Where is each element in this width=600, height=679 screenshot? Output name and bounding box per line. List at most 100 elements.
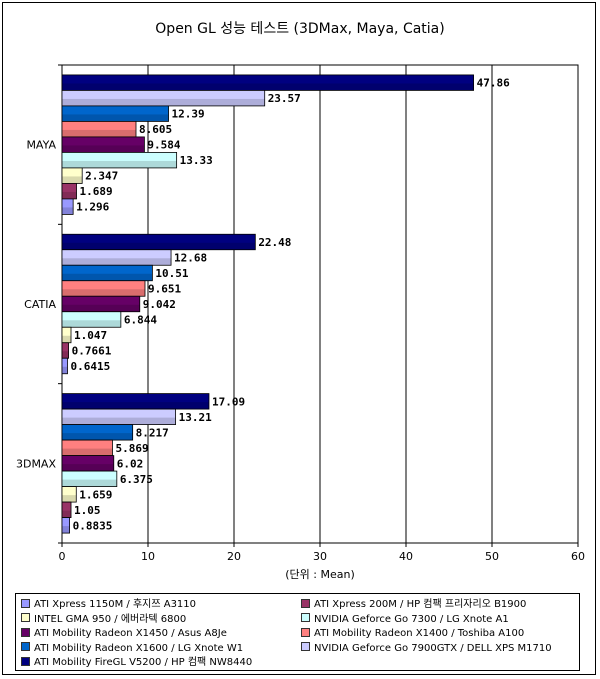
legend-swatch	[301, 598, 310, 608]
bar-shade	[62, 160, 177, 168]
bar-chart: 0 10 20 30 40 50 60 (단위 : Mean) MAYA 47.86 23.57 12…	[16, 64, 585, 581]
legend-item: INTEL GMA 950 / 에버라텍 6800	[21, 613, 186, 627]
bar	[61, 470, 118, 487]
chart-title: Open GL 성능 테스트 (3DMax, Maya, Catia)	[155, 21, 445, 37]
bar-shade	[62, 176, 83, 184]
x-tick-label: 40	[399, 550, 413, 563]
bar-shade	[62, 273, 153, 281]
bar-shade	[62, 479, 117, 487]
legend-swatch	[21, 627, 30, 637]
bar-shade	[62, 207, 74, 215]
x-tick-label: 50	[485, 550, 499, 563]
bar-shade	[62, 98, 265, 106]
category-label: CATIA	[24, 298, 56, 311]
data-label: 6.375	[120, 473, 153, 486]
data-label: 13.33	[180, 154, 213, 167]
bar-shade	[62, 495, 77, 503]
bar	[61, 357, 68, 375]
legend-label: NVIDIA Geforce Go 7300 / LG Xnote A1	[314, 613, 509, 625]
data-label: 12.39	[172, 108, 205, 121]
bar	[61, 74, 474, 91]
bar-shade	[62, 304, 140, 312]
legend-item: ATI Mobility Radeon X1450 / Asus A8Je	[21, 627, 227, 641]
legend-swatch	[21, 656, 30, 666]
data-label: 0.6415	[71, 360, 111, 373]
bar	[61, 311, 122, 328]
data-label: 5.869	[115, 442, 148, 455]
bar-shade	[62, 129, 137, 137]
data-label: 9.651	[148, 283, 181, 296]
data-label: 47.86	[477, 77, 510, 90]
bar-shade	[62, 464, 114, 472]
x-tick-label: 10	[141, 550, 155, 563]
bar-shade	[62, 258, 172, 266]
bar-shade	[62, 526, 70, 534]
data-label: 1.659	[79, 488, 112, 501]
data-label: 9.584	[147, 139, 180, 152]
data-label: 1.05	[74, 504, 101, 517]
legend-item: ATI Xpress 1150M / 후지쯔 A3110	[21, 598, 196, 612]
data-label: 17.09	[212, 395, 245, 408]
x-tick-label: 60	[571, 550, 585, 563]
x-tick-label: 20	[227, 550, 241, 563]
category-label: MAYA	[26, 139, 56, 152]
legend-label: INTEL GMA 950 / 에버라텍 6800	[34, 613, 187, 625]
data-label: 0.7661	[72, 345, 112, 358]
bar-shade	[62, 114, 169, 122]
legend-label: ATI Mobility Radeon X1400 / Toshiba A100	[314, 628, 525, 639]
legend-item: NVIDIA Geforce Go 7300 / LG Xnote A1	[301, 613, 509, 627]
legend-item: ATI Xpress 200M / HP 컴팩 프리자리오 B1900	[301, 598, 526, 612]
data-label: 0.8835	[73, 519, 113, 532]
data-label: 13.21	[179, 411, 212, 424]
data-label: 9.042	[143, 298, 176, 311]
bar-shade	[62, 448, 113, 456]
legend-swatch	[21, 613, 30, 622]
data-label: 2.347	[85, 170, 118, 183]
bar-shade	[62, 417, 176, 425]
legend-label: ATI Mobility Radeon X1450 / Asus A8Je	[34, 628, 227, 639]
bar-shade	[62, 402, 209, 410]
legend-swatch	[301, 613, 310, 622]
legend-swatch	[301, 642, 310, 651]
data-label: 8.605	[139, 123, 172, 136]
bar-shade	[62, 242, 256, 250]
bar-shade	[62, 83, 474, 91]
bar-shade	[62, 320, 121, 328]
bar-shade	[62, 145, 145, 153]
legend-label: ATI Mobility Radeon X1600 / LG Xnote W1	[34, 642, 244, 654]
bar-shade	[62, 433, 133, 441]
bar	[61, 198, 74, 215]
data-label: 8.217	[136, 426, 169, 439]
category-label: 3DMAX	[16, 457, 56, 470]
legend-label: NVIDIA Geforce Go 7900GTX / DELL XPS M17…	[314, 642, 552, 654]
legend-label: ATI Xpress 200M / HP 컴팩 프리자리오 B1900	[314, 599, 527, 610]
data-label: 10.51	[155, 267, 188, 280]
legend-item: ATI Mobility Radeon X1600 / LG Xnote W1	[21, 642, 243, 656]
legend-item: ATI Mobility Radeon X1400 / Toshiba A100	[301, 627, 524, 641]
data-label: 6.02	[117, 457, 144, 470]
x-tick-label: 30	[313, 550, 327, 563]
legend-swatch	[301, 627, 310, 637]
legend-label: ATI Xpress 1150M / 후지쯔 A3110	[34, 599, 197, 610]
bar-shade	[62, 335, 72, 343]
bar-shade	[62, 510, 72, 518]
bar	[61, 152, 178, 169]
data-label: 6.844	[124, 314, 157, 327]
legend-item: NVIDIA Geforce Go 7900GTX / DELL XPS M17…	[301, 642, 552, 656]
bar-shade	[62, 289, 145, 297]
data-label: 12.68	[174, 252, 207, 265]
x-axis-label: (단위 : Mean)	[285, 568, 355, 581]
data-label: 1.296	[76, 201, 109, 214]
data-label: 1.047	[74, 329, 107, 342]
data-label: 1.689	[80, 185, 113, 198]
legend: ATI Xpress 1150M / 후지쯔 A3110 ATI Xpress 2…	[15, 593, 580, 671]
legend-swatch	[21, 642, 30, 651]
legend-label: ATI Mobility FireGL V5200 / HP 컴팩 NW8440	[34, 657, 253, 668]
bar-shade	[62, 351, 69, 359]
bar	[61, 517, 70, 534]
legend-item: ATI Mobility FireGL V5200 / HP 컴팩 NW8440	[21, 656, 252, 670]
bar-shade	[62, 366, 68, 374]
bar-shade	[62, 191, 77, 199]
data-label: 22.48	[258, 236, 291, 249]
x-tick-label: 0	[59, 550, 66, 563]
